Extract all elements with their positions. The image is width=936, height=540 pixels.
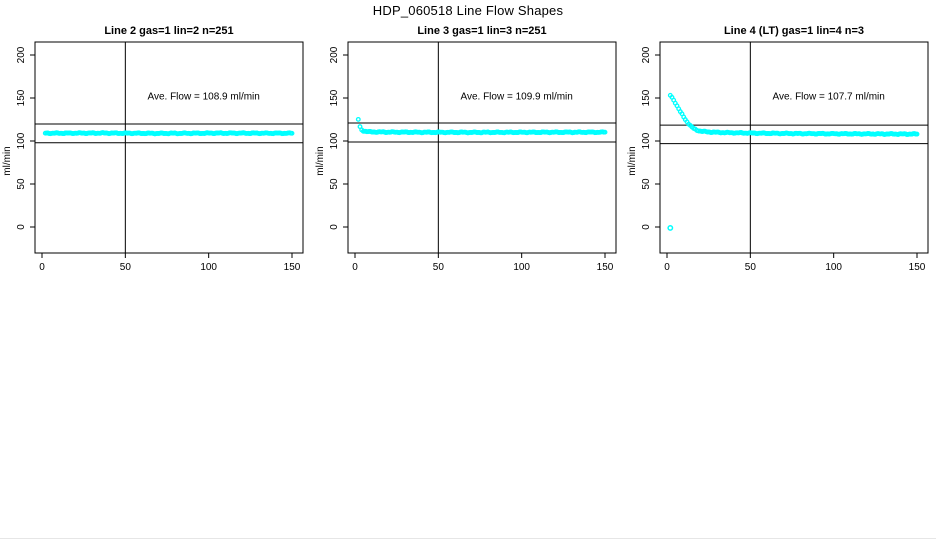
y-tick-label: 100 — [329, 132, 340, 149]
y-axis-label: ml/min — [2, 146, 13, 175]
annotation-ave-flow: Ave. Flow = 107.7 ml/min — [772, 91, 884, 102]
x-tick-label: 150 — [597, 262, 614, 273]
x-tick-label: 50 — [120, 262, 132, 273]
panel-title: Line 4 (LT) gas=1 lin=4 n=3 — [724, 25, 864, 37]
y-tick-label: 150 — [641, 89, 652, 106]
y-tick-label: 200 — [16, 46, 27, 63]
y-tick-label: 150 — [16, 89, 27, 106]
outlier-point — [667, 224, 674, 231]
x-tick-label: 100 — [200, 262, 217, 273]
data-point — [355, 116, 361, 122]
panel-title: Line 2 gas=1 lin=2 n=251 — [104, 25, 233, 37]
x-tick-label: 100 — [513, 262, 530, 273]
x-tick-label: 150 — [284, 262, 301, 273]
panel-title: Line 3 gas=1 lin=3 n=251 — [417, 25, 546, 37]
x-tick-label: 100 — [825, 262, 842, 273]
y-tick-label: 100 — [641, 132, 652, 149]
y-tick-label: 100 — [16, 132, 27, 149]
y-tick-label: 200 — [641, 46, 652, 63]
plot-box — [659, 41, 929, 254]
x-tick-label: 0 — [39, 262, 45, 273]
y-tick-label: 50 — [641, 178, 652, 190]
y-tick-label: 0 — [641, 224, 652, 230]
data-points — [355, 116, 608, 136]
page-title: HDP_060518 Line Flow Shapes — [372, 3, 564, 18]
y-tick-label: 150 — [329, 89, 340, 106]
y-axis-label: ml/min — [627, 146, 638, 175]
x-tick-label: 150 — [909, 262, 926, 273]
panel-3: 0 50 100 150 0 50 100 150 200 ml/min Line 4 (LT) g… — [627, 25, 929, 273]
annotation-ave-flow: Ave. Flow = 109.9 ml/min — [460, 91, 572, 102]
data-point — [914, 131, 920, 137]
y-tick-label: 0 — [16, 224, 27, 230]
x-tick-label: 0 — [352, 262, 358, 273]
data-point — [289, 130, 295, 136]
plot-box — [347, 41, 617, 254]
data-points — [42, 130, 295, 137]
data-points — [667, 92, 920, 137]
x-tick-label: 0 — [664, 262, 670, 273]
panel-1: 0 50 100 150 0 50 100 150 200 ml/min Line 2 gas=1 … — [2, 25, 304, 273]
y-tick-label: 50 — [329, 178, 340, 190]
y-tick-label: 0 — [329, 224, 340, 230]
y-tick-label: 200 — [329, 46, 340, 63]
window-bottom-edge — [0, 538, 936, 539]
y-axis-label: ml/min — [315, 146, 326, 175]
x-tick-label: 50 — [745, 262, 757, 273]
x-tick-label: 50 — [433, 262, 445, 273]
y-tick-label: 50 — [16, 178, 27, 190]
data-point — [602, 129, 608, 135]
plot-box — [34, 41, 304, 254]
panel-2: 0 50 100 150 0 50 100 150 200 ml/min Line 3 gas=1 … — [315, 25, 617, 273]
annotation-ave-flow: Ave. Flow = 108.9 ml/min — [147, 91, 259, 102]
